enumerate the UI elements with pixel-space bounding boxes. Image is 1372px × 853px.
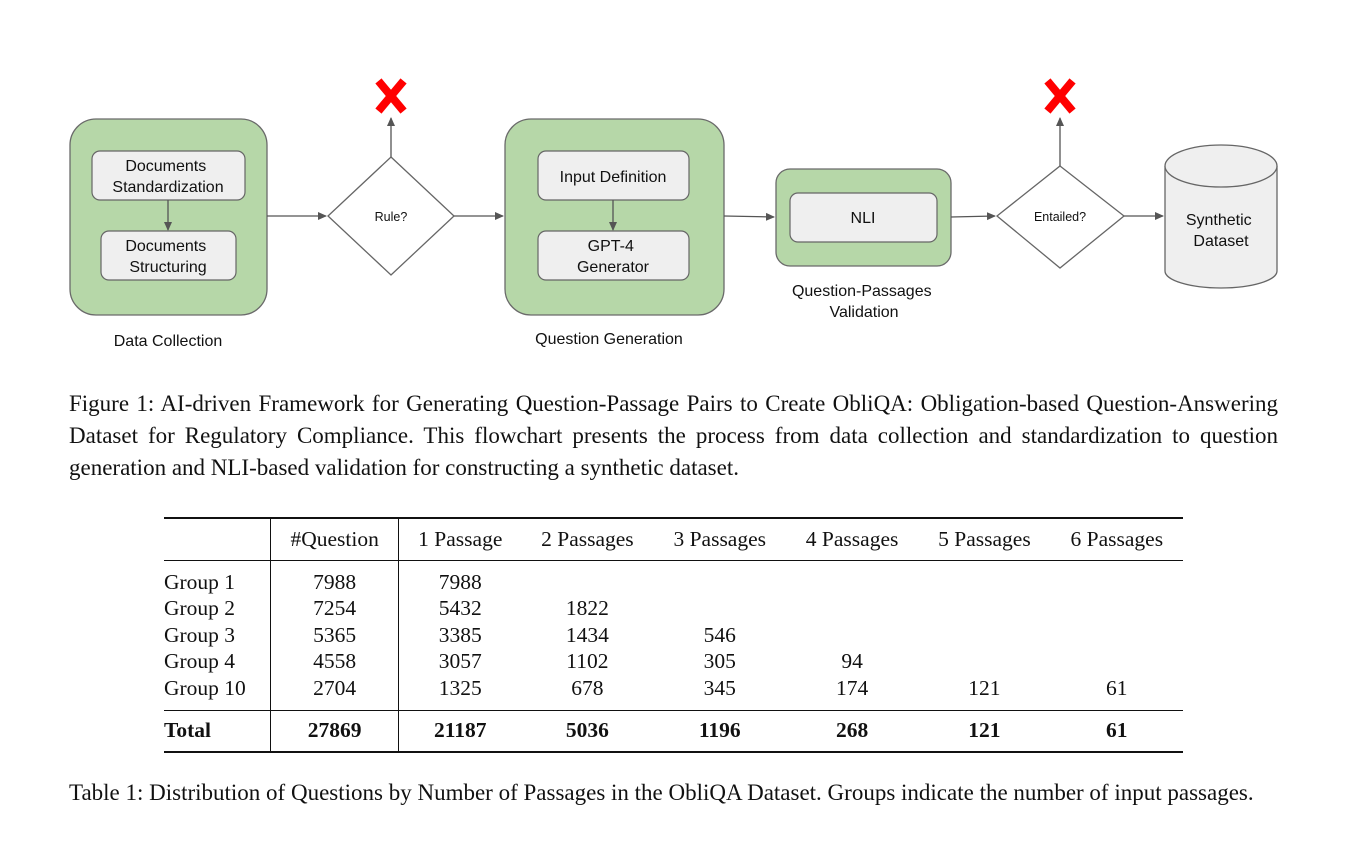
- table-cell: [786, 622, 918, 649]
- nli-label: NLI: [851, 210, 876, 227]
- documents-standardization-line1: Documents: [125, 158, 206, 175]
- table-header-cell: 5 Passages: [918, 518, 1050, 561]
- table-cell: [786, 561, 918, 596]
- table-cell: Group 10: [164, 675, 271, 710]
- table-cell: [918, 649, 1050, 676]
- gpt4-generator-line1: GPT-4: [588, 238, 634, 255]
- entailed-decision-label: Entailed?: [1034, 210, 1086, 224]
- table-cell: [1051, 622, 1183, 649]
- table-cell: Group 2: [164, 596, 271, 623]
- table-cell: 4558: [271, 649, 399, 676]
- reject-x-icon: [381, 84, 401, 108]
- table-cell: 1325: [399, 675, 521, 710]
- table-row: Group 4 4558 3057 1102 305 94: [164, 649, 1183, 676]
- documents-structuring-line1: Documents: [125, 238, 206, 255]
- table-header-cell: 2 Passages: [521, 518, 653, 561]
- table-total-cell: 61: [1051, 710, 1183, 752]
- table-total-cell: Total: [164, 710, 271, 752]
- synthetic-dataset-line1: Synthetic: [1186, 212, 1252, 229]
- table-cell: 305: [654, 649, 786, 676]
- synthetic-dataset-line2: Dataset: [1193, 233, 1249, 250]
- table-cell: [1051, 649, 1183, 676]
- table-cell: 5432: [399, 596, 521, 623]
- table-cell: 7988: [399, 561, 521, 596]
- table-row: Group 1 7988 7988: [164, 561, 1183, 596]
- table-row: Group 2 7254 5432 1822: [164, 596, 1183, 623]
- passages-distribution-table: #Question 1 Passage 2 Passages 3 Passage…: [164, 517, 1183, 753]
- table-cell: 1822: [521, 596, 653, 623]
- documents-standardization-line2: Standardization: [112, 179, 223, 196]
- table-total-cell: 5036: [521, 710, 653, 752]
- table-cell: 121: [918, 675, 1050, 710]
- table-total-cell: 21187: [399, 710, 521, 752]
- input-definition-label: Input Definition: [560, 169, 667, 186]
- table-cell: [1051, 596, 1183, 623]
- table-cell: 2704: [271, 675, 399, 710]
- question-generation-label: Question Generation: [535, 331, 683, 348]
- table-cell: [786, 596, 918, 623]
- table-cell: 1102: [521, 649, 653, 676]
- table-cell: [918, 561, 1050, 596]
- table-cell: 94: [786, 649, 918, 676]
- table-cell: [654, 561, 786, 596]
- table-cell: 345: [654, 675, 786, 710]
- table-header-cell: 4 Passages: [786, 518, 918, 561]
- validation-label-line1: Question-Passages: [792, 283, 932, 300]
- documents-structuring-line2: Structuring: [129, 259, 206, 276]
- table-cell: 3057: [399, 649, 521, 676]
- framework-flowchart: Documents Standardization Documents Stru…: [0, 0, 1372, 370]
- table-header-row: #Question 1 Passage 2 Passages 3 Passage…: [164, 518, 1183, 561]
- table-row: Group 10 2704 1325 678 345 174 121 61: [164, 675, 1183, 710]
- table-total-cell: 268: [786, 710, 918, 752]
- gpt4-generator-line2: Generator: [577, 259, 650, 276]
- table-cell: 3385: [399, 622, 521, 649]
- table-cell: 61: [1051, 675, 1183, 710]
- table-total-cell: 121: [918, 710, 1050, 752]
- table-cell: 5365: [271, 622, 399, 649]
- table-cell: 1434: [521, 622, 653, 649]
- table-total-cell: 27869: [271, 710, 399, 752]
- table-total-row: Total 27869 21187 5036 1196 268 121 61: [164, 710, 1183, 752]
- table-cell: Group 3: [164, 622, 271, 649]
- table-cell: Group 4: [164, 649, 271, 676]
- data-collection-label: Data Collection: [114, 333, 223, 350]
- table-cell: Group 1: [164, 561, 271, 596]
- table-cell: 7254: [271, 596, 399, 623]
- figure-caption: Figure 1: AI-driven Framework for Genera…: [69, 388, 1278, 484]
- table-header-cell: [164, 518, 271, 561]
- table-cell: [521, 561, 653, 596]
- svg-text:Question-Passages Validati: Question-Passages Validation: [792, 283, 936, 321]
- table-cell: [654, 596, 786, 623]
- arrow-to-entailed: [951, 216, 995, 217]
- table-cell: [1051, 561, 1183, 596]
- validation-label-line2: Validation: [829, 304, 898, 321]
- table-caption: Table 1: Distribution of Questions by Nu…: [69, 777, 1278, 809]
- table-row: Group 3 5365 3385 1434 546: [164, 622, 1183, 649]
- arrow-to-validation: [724, 216, 774, 217]
- question-generation-group: [505, 119, 724, 315]
- table-cell: 678: [521, 675, 653, 710]
- table-cell: 7988: [271, 561, 399, 596]
- reject-x-icon: [1050, 84, 1070, 108]
- table-cell: [918, 622, 1050, 649]
- table-header-cell: 6 Passages: [1051, 518, 1183, 561]
- rule-decision-label: Rule?: [375, 210, 408, 224]
- table-cell: 174: [786, 675, 918, 710]
- table-cell: [918, 596, 1050, 623]
- table-header-cell: 3 Passages: [654, 518, 786, 561]
- table-header-cell: #Question: [271, 518, 399, 561]
- table-total-cell: 1196: [654, 710, 786, 752]
- table-header-cell: 1 Passage: [399, 518, 521, 561]
- table-cell: 546: [654, 622, 786, 649]
